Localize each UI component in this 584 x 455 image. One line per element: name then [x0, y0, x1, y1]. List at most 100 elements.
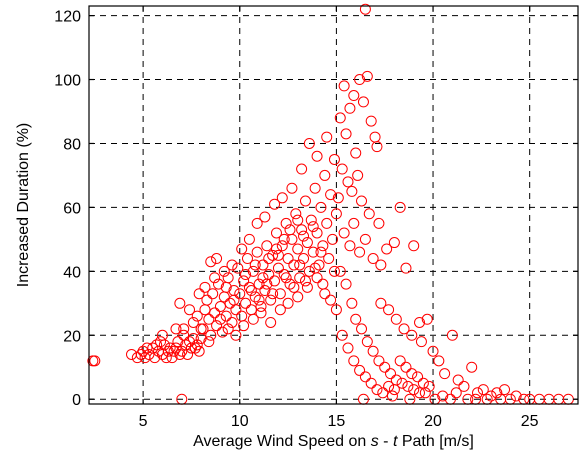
data-point [247, 313, 259, 325]
data-point [311, 150, 323, 162]
data-point [243, 233, 255, 245]
x-label-part: Path [m/s] [397, 433, 473, 450]
data-point [272, 262, 284, 274]
data-point [354, 364, 366, 376]
data-point [261, 240, 273, 252]
data-point [363, 208, 375, 220]
data-point [156, 329, 168, 341]
x-tick-label: 15 [328, 413, 346, 430]
data-point [359, 233, 371, 245]
data-point [137, 345, 149, 357]
data-point [261, 278, 273, 290]
data-point [477, 384, 489, 396]
data-point [373, 355, 385, 367]
data-point [274, 288, 286, 300]
data-point [330, 304, 342, 316]
data-point [321, 131, 333, 143]
data-point [350, 147, 362, 159]
data-point [367, 253, 379, 265]
data-point [245, 285, 257, 297]
data-point [203, 336, 215, 348]
data-point [499, 384, 511, 396]
data-point [357, 96, 369, 108]
y-tick-label: 40 [63, 264, 81, 281]
data-point [189, 342, 201, 354]
data-point [348, 355, 360, 367]
data-point [317, 278, 329, 290]
data-point [269, 275, 281, 287]
data-point [330, 208, 342, 220]
data-point [303, 137, 315, 149]
data-point [394, 201, 406, 213]
data-point [427, 345, 439, 357]
data-point [299, 195, 311, 207]
data-point [485, 390, 497, 402]
data-point [207, 288, 219, 300]
x-label-part: Average Wind Speed on [193, 433, 371, 450]
data-point [212, 278, 224, 290]
data-point [222, 323, 234, 335]
data-point [243, 281, 255, 293]
data-point [334, 265, 346, 277]
axis-ticks: 5 10 15 20 25 0 20 40 60 80 100 120 [54, 6, 578, 430]
data-point [238, 275, 250, 287]
y-tick-label: 60 [63, 200, 81, 217]
data-point [187, 316, 199, 328]
data-point [338, 227, 350, 239]
data-point [149, 352, 161, 364]
data-point [402, 380, 414, 392]
data-point [270, 243, 282, 255]
data-point [272, 249, 284, 261]
y-axis-label: Increased Duration (%) [15, 123, 32, 288]
data-point [292, 243, 304, 255]
data-point [257, 272, 269, 284]
data-point [311, 227, 323, 239]
data-point [379, 361, 391, 373]
data-point [359, 371, 371, 383]
data-point [191, 310, 203, 322]
data-point [400, 262, 412, 274]
data-point [199, 304, 211, 316]
data-point [373, 217, 385, 229]
data-point [249, 259, 261, 271]
data-point [346, 185, 358, 197]
data-point [414, 316, 426, 328]
data-point [421, 313, 433, 325]
data-point [356, 323, 368, 335]
data-point [342, 176, 354, 188]
data-point [315, 246, 327, 258]
x-tick-label: 5 [139, 413, 148, 430]
data-point [327, 233, 339, 245]
data-point [284, 224, 296, 236]
data-point [211, 253, 223, 265]
data-point [278, 233, 290, 245]
data-point [170, 342, 182, 354]
data-point [423, 380, 435, 392]
data-point [377, 387, 389, 399]
data-point [334, 112, 346, 124]
data-point [232, 262, 244, 274]
data-point [354, 74, 366, 86]
data-point [369, 131, 381, 143]
x-label-part: - [379, 433, 393, 450]
data-point [234, 288, 246, 300]
data-point [325, 294, 337, 306]
data-point [352, 169, 364, 181]
data-point [240, 297, 252, 309]
data-point [170, 323, 182, 335]
data-point [412, 371, 424, 383]
data-point [383, 304, 395, 316]
data-point [290, 208, 302, 220]
data-point [193, 288, 205, 300]
data-point [191, 339, 203, 351]
data-point [325, 189, 337, 201]
data-point [415, 336, 427, 348]
data-point [214, 300, 226, 312]
data-point [224, 297, 236, 309]
data-point [336, 163, 348, 175]
data-point [247, 265, 259, 277]
data-point [437, 390, 449, 402]
data-point [381, 243, 393, 255]
x-tick-label: 20 [424, 413, 442, 430]
y-tick-label: 120 [54, 9, 81, 26]
